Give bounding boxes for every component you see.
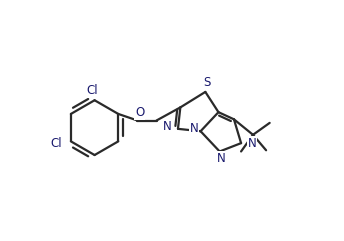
Text: O: O (135, 106, 144, 119)
Text: N: N (190, 122, 198, 135)
Text: N: N (216, 152, 225, 165)
Text: N: N (163, 120, 172, 133)
Text: Cl: Cl (50, 137, 62, 150)
Text: N: N (248, 137, 257, 150)
Text: S: S (203, 76, 210, 89)
Text: Cl: Cl (86, 84, 98, 97)
